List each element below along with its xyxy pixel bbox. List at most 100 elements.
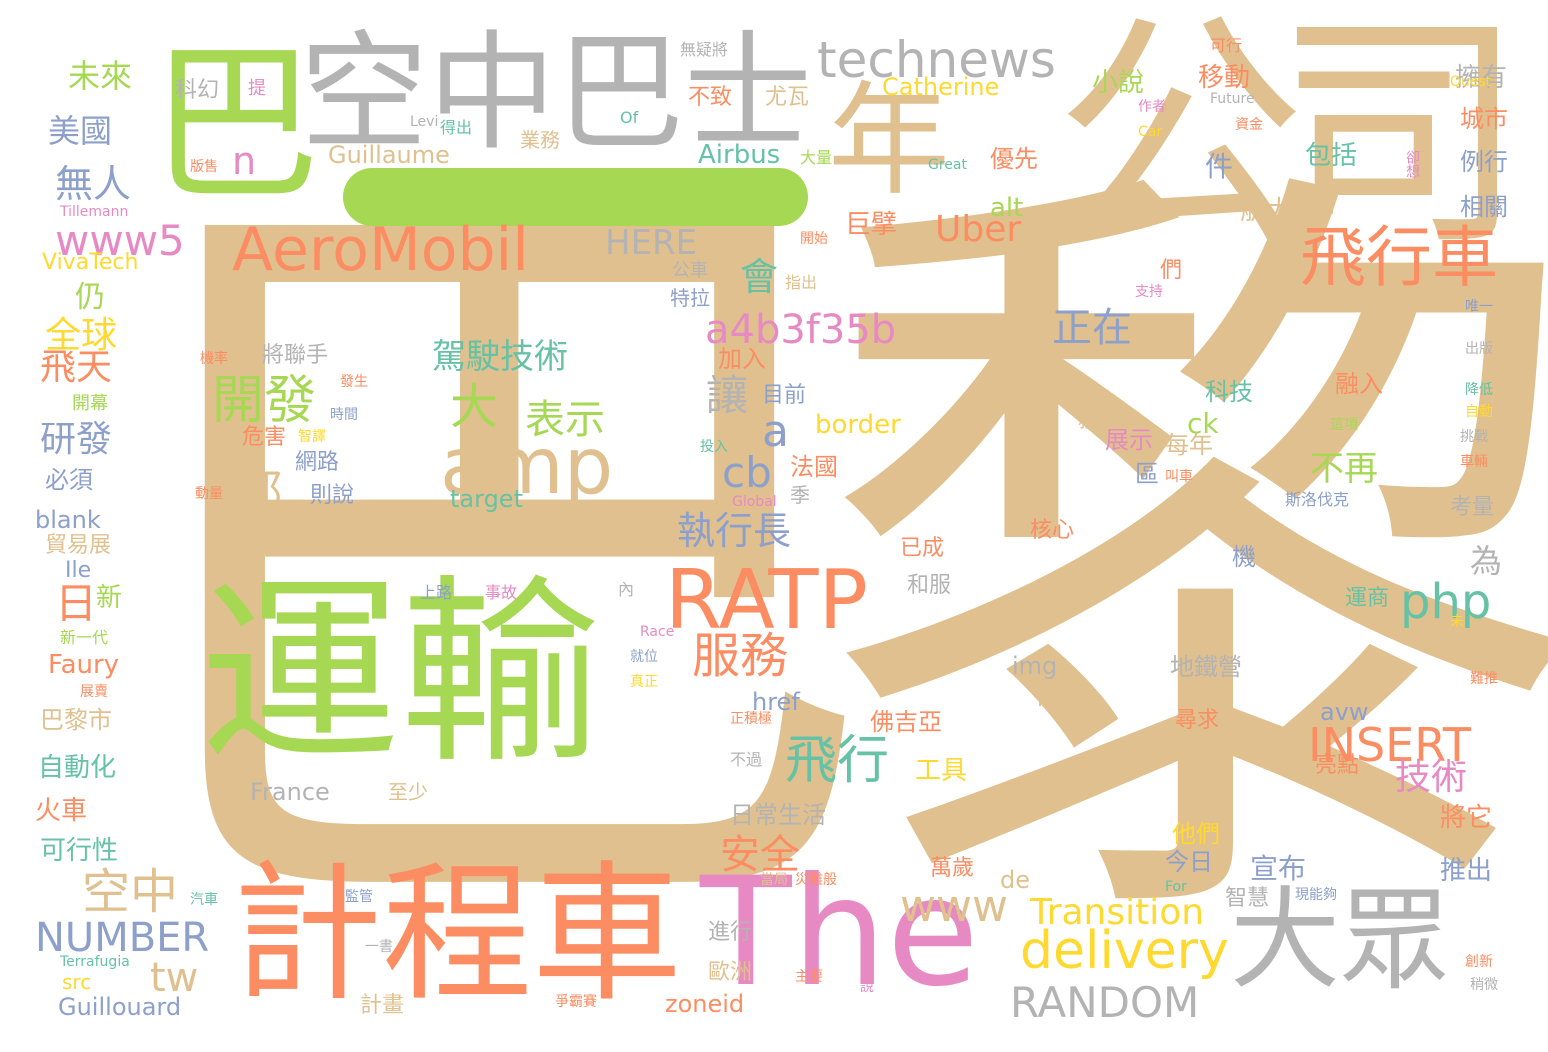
word-guillouard: Guillouard — [58, 993, 182, 1021]
word-bali: 巴黎 — [105, 111, 1548, 1019]
word-kaishi: 開始 — [800, 231, 828, 247]
word-kexing: 可行 — [1210, 36, 1243, 55]
word-race: Race — [640, 624, 675, 640]
word-shaowei: 稍微 — [1470, 977, 1498, 993]
word-ji: 機 — [1232, 543, 1256, 571]
word-www: www — [900, 881, 1008, 932]
word-number: NUMBER — [35, 915, 210, 961]
word-zhixingzhang: 執行長 — [677, 509, 792, 553]
word-jiaru: 加入 — [718, 345, 766, 373]
word-zhexiang: 這項 — [1330, 417, 1358, 433]
word-hui: 會 — [740, 255, 779, 299]
word-chengshi: 城市 — [1460, 105, 1508, 133]
word-uber: Uber — [935, 209, 1022, 250]
word-jiuwei: 就位 — [630, 649, 658, 665]
word-dechu: 得出 — [440, 118, 473, 137]
word-src: src — [62, 970, 92, 994]
word-chuban: 出版 — [1465, 341, 1493, 357]
word-zidong: 自動 — [1465, 404, 1493, 420]
word-keji: 科技 — [1205, 378, 1253, 406]
word-jiyou: 卻想 — [1404, 150, 1420, 178]
word-shijian: 時間 — [330, 407, 358, 423]
word-future: Future — [1210, 91, 1255, 107]
word-qiche: 汽車 — [190, 892, 218, 908]
word-feixingche: 飛行車 — [1300, 219, 1498, 296]
word-youwa: 尤瓦 — [765, 85, 810, 110]
word-zhe: 這 — [1065, 713, 1089, 741]
word-da: 大 — [450, 379, 499, 435]
word-jianmu: 監管 — [345, 889, 373, 905]
word-xinyidai: 新一代 — [60, 628, 109, 647]
word-huoche: 火車 — [35, 796, 88, 826]
word-jichengche: 計程車 — [232, 848, 683, 1022]
word-zhanshi: 展示 — [1105, 426, 1153, 454]
word-meiguo: 美國 — [48, 112, 113, 150]
word-xuanbu: 宣布 — [1250, 852, 1307, 885]
word-rang: 讓 — [706, 371, 749, 420]
word-wu: 務 — [1078, 408, 1098, 432]
word-kongzhong: 空中 — [82, 864, 179, 920]
word-kongzhongbashi: 空中巴士 — [300, 19, 813, 168]
word-liangdian: 亮點 — [1315, 753, 1360, 778]
word-avw: avw — [1320, 698, 1369, 726]
word-yewu: 業務 — [520, 128, 560, 152]
word-ba: 巴 — [150, 26, 321, 224]
word-richangshenghuo: 日常生活 — [730, 801, 826, 829]
word-ditiejing: 地鐵營 — [1170, 653, 1242, 681]
word-here: HERE — [605, 223, 698, 263]
word-nian: 年 — [828, 70, 950, 212]
word-biaoshi: 表示 — [525, 397, 605, 443]
word-buzai: 不再 — [1310, 449, 1378, 489]
word-shuo: 說 — [860, 979, 874, 995]
word-kaimu: 開幕 — [72, 393, 108, 414]
word-feixing: 飛行 — [785, 731, 890, 791]
word-zhengbasai: 爭霸賽 — [555, 994, 597, 1010]
word-zidonghua: 自動化 — [38, 753, 117, 783]
word-lixing: 例行 — [1460, 148, 1508, 176]
word-gongju: 工具 — [915, 756, 968, 786]
word-zhihui: 智慧 — [1225, 886, 1270, 911]
word-cb: cb — [722, 448, 772, 497]
word-wanglu: 網路 — [295, 450, 340, 475]
word-tela: 特拉 — [670, 286, 710, 310]
word-php: php — [1400, 574, 1492, 630]
word-kaoliang: 考量 — [1450, 495, 1495, 520]
word-balishi: 巴黎市 — [40, 706, 112, 734]
word-zhichi: 支持 — [1135, 284, 1163, 300]
word-delivery: delivery — [1020, 921, 1229, 981]
word-fangshi: 方式 — [542, 226, 582, 250]
word-zhichu: 指出 — [785, 273, 818, 292]
word-nanzhui: 難推 — [1470, 671, 1498, 687]
word-xiaoshuo: 小說 — [1092, 68, 1145, 98]
word-de: de — [1000, 866, 1030, 894]
word-jiashijishu: 駕駛技術 — [432, 337, 568, 377]
word-shigu: 事故 — [485, 583, 518, 602]
word-zhishao: 至少 — [388, 780, 428, 804]
word-ratp: RATP — [665, 553, 868, 648]
word-ck: ck — [1187, 407, 1219, 440]
word-yicheng: 已成 — [900, 536, 945, 561]
word-zoneid: zoneid — [665, 990, 745, 1018]
word-zhuyao: 主要 — [795, 969, 823, 985]
word-anquan: 安全 — [720, 832, 800, 878]
word-tamen: 他們 — [1172, 820, 1220, 848]
word-jian: 件 — [1205, 150, 1234, 183]
word-maoyizhan: 貿易展 — [45, 533, 112, 558]
word-zhengjiji: 正積極 — [730, 711, 772, 727]
word-levi: Levi — [410, 114, 439, 130]
word-shanglu: 上路 — [420, 583, 453, 602]
word-vivatech: VivaTech — [42, 250, 139, 275]
word-blank: blank — [35, 506, 101, 534]
word-zuozhe: 作者 — [1138, 99, 1166, 115]
word-img: img — [1012, 652, 1058, 680]
word-jiangta: 將它 — [1440, 803, 1493, 833]
word-tillemann: Tillemann — [60, 204, 129, 220]
word-insert: INSERT — [1308, 718, 1471, 772]
word-a4b3f35b: a4b3f35b — [705, 307, 897, 353]
word-buzhi: 不致 — [688, 85, 733, 110]
word-hexin: 核心 — [1030, 518, 1075, 543]
word-kaifa: 開發 — [212, 371, 317, 431]
word-n: n — [232, 139, 257, 183]
word-zijin: 資金 — [1235, 117, 1263, 133]
word-dangju: 當局 — [760, 872, 788, 888]
